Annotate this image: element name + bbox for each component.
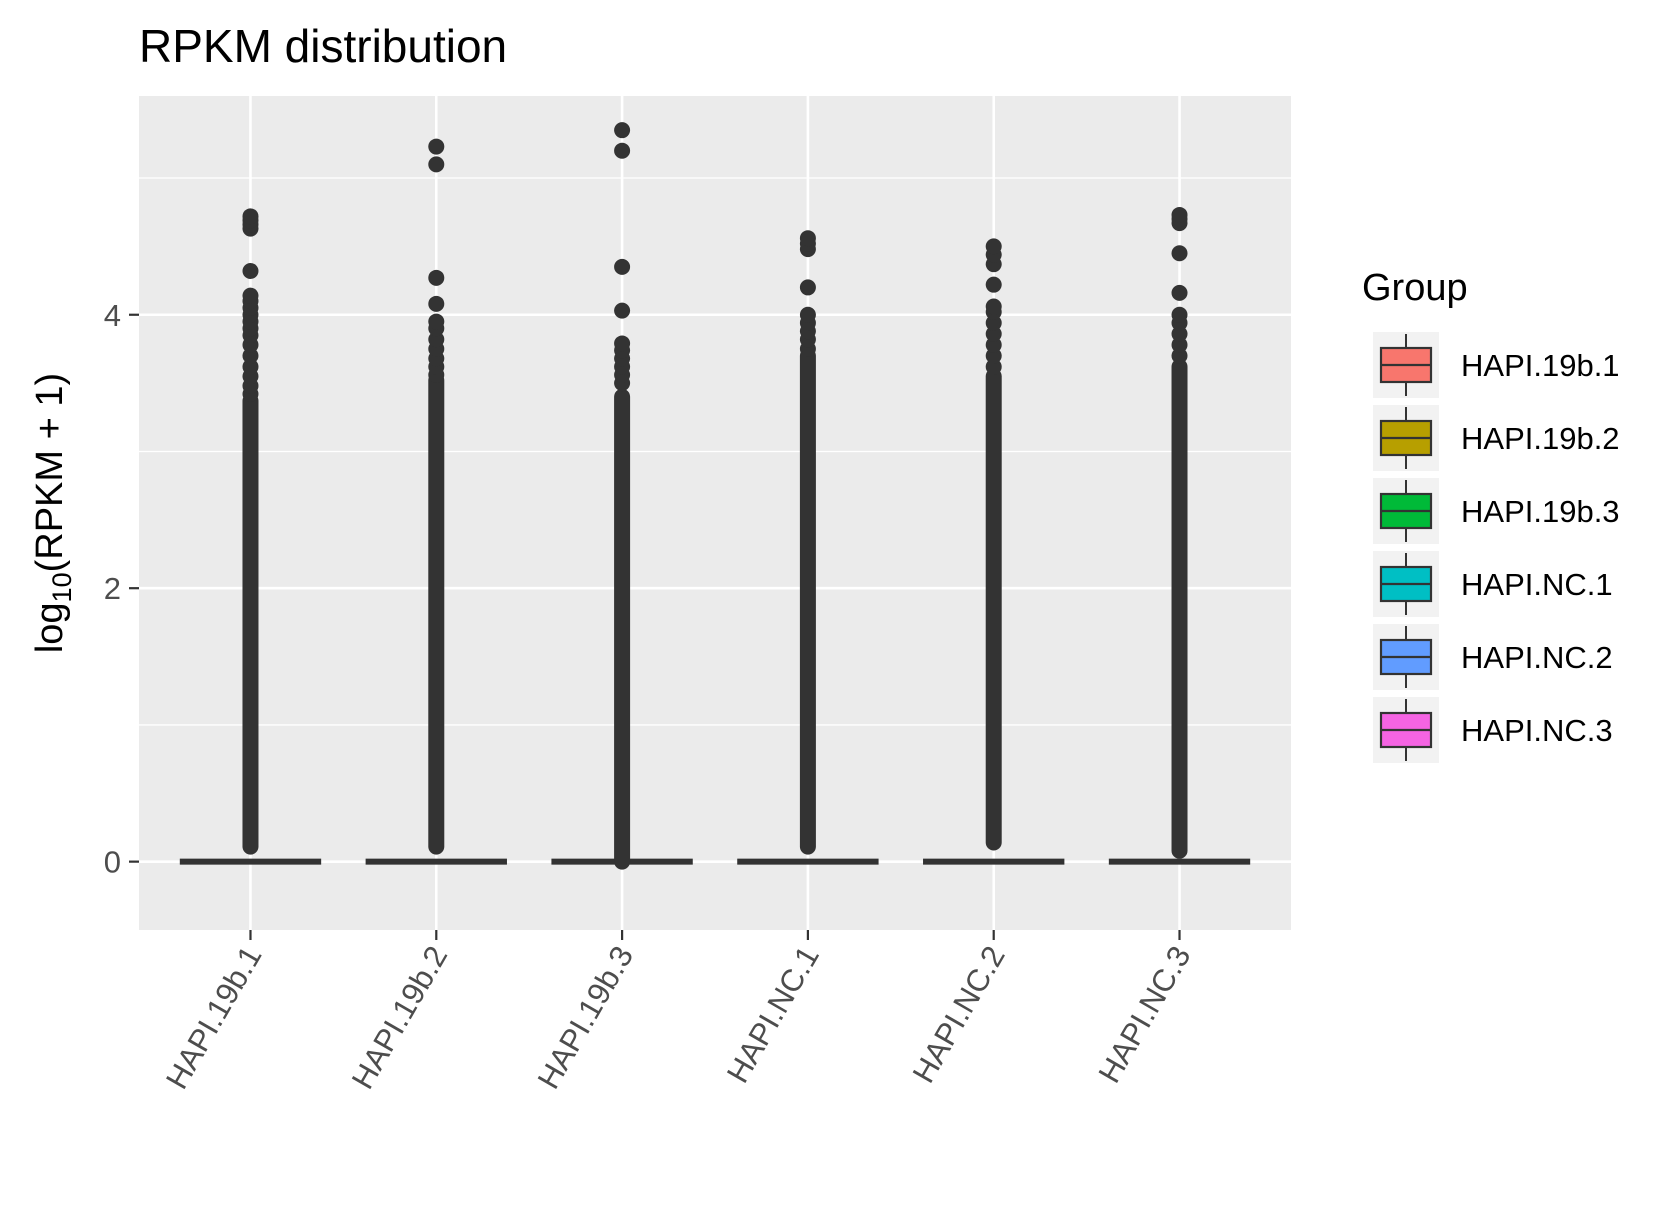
plot-panel	[139, 96, 1291, 930]
legend-label-4: HAPI.NC.2	[1461, 640, 1613, 675]
outlier-point-9	[1171, 206, 1188, 223]
legend-item-1: HAPI.19b.2	[1373, 405, 1620, 471]
outlier-point-6	[985, 298, 1002, 315]
legend-label-3: HAPI.NC.1	[1461, 567, 1613, 602]
outlier-band	[799, 347, 816, 855]
outlier-point-1	[985, 347, 1002, 364]
legend-label-0: HAPI.19b.1	[1461, 348, 1620, 383]
legend-title: Group	[1362, 267, 1468, 309]
outlier-point-9	[614, 122, 631, 139]
legend-label-2: HAPI.19b.3	[1461, 494, 1620, 529]
outlier-point-13	[242, 263, 259, 280]
x-tick-label-2: HAPI.19b.3	[531, 940, 641, 1095]
outlier-point-17	[242, 208, 259, 225]
y-axis-title-subscript: 10	[47, 572, 77, 602]
outlier-point-7	[614, 258, 631, 275]
outlier-point-8	[428, 269, 445, 286]
y-axis-title-text: log10(RPKM + 1)	[29, 373, 77, 653]
outlier-point-9	[428, 156, 445, 173]
outlier-point-6	[614, 302, 631, 319]
legend-label-1: HAPI.19b.2	[1461, 421, 1620, 456]
outlier-point-7	[428, 295, 445, 312]
outlier-point-4	[985, 314, 1002, 331]
outlier-band	[428, 372, 445, 855]
outlier-point-4	[242, 347, 259, 364]
y-axis-title-prefix: log	[29, 602, 71, 653]
x-tick-label-1: HAPI.19b.2	[345, 940, 455, 1095]
outlier-point-3	[242, 358, 259, 375]
box-group-4	[923, 238, 1065, 865]
outlier-point-4	[1171, 306, 1188, 323]
box-group-1	[365, 138, 507, 865]
outlier-band	[614, 388, 631, 870]
outlier-point-5	[614, 335, 631, 352]
outlier-band	[985, 368, 1002, 851]
y-tick-label-2: 4	[104, 298, 121, 333]
outlier-point-8	[799, 230, 816, 247]
legend-label-5: HAPI.NC.3	[1461, 713, 1613, 748]
outlier-point-4	[428, 331, 445, 348]
outlier-point-0	[1171, 347, 1188, 364]
box-group-3	[737, 230, 879, 865]
outlier-point-2	[985, 336, 1002, 353]
outlier-band	[1171, 358, 1188, 859]
chart-title: RPKM distribution	[139, 20, 507, 72]
outlier-point-5	[1171, 284, 1188, 301]
legend-item-2: HAPI.19b.3	[1373, 478, 1620, 544]
box-group-2	[551, 122, 693, 870]
y-tick-label-1: 2	[104, 571, 121, 606]
y-axis-title: log10(RPKM + 1)	[29, 373, 77, 653]
outlier-point-3	[985, 325, 1002, 342]
outlier-point-4	[799, 306, 816, 323]
x-tick-label-0: HAPI.19b.1	[159, 940, 269, 1095]
box-group-5	[1108, 206, 1251, 865]
legend-item-5: HAPI.NC.3	[1373, 697, 1613, 763]
outlier-point-6	[428, 313, 445, 330]
outlier-point-12	[242, 287, 259, 304]
legend-item-4: HAPI.NC.2	[1373, 624, 1613, 690]
box-layer	[179, 122, 1251, 870]
outlier-point-10	[428, 138, 445, 155]
legend-item-3: HAPI.NC.1	[1373, 551, 1613, 617]
box-group-0	[179, 208, 322, 865]
outlier-point-10	[985, 238, 1002, 255]
outlier-point-2	[1171, 325, 1188, 342]
outlier-point-5	[799, 279, 816, 296]
legend: HAPI.19b.1 HAPI.19b.2 HAPI.19b.3 HAPI.NC.1 H…	[1373, 332, 1620, 763]
x-tick-label-4: HAPI.NC.2	[906, 940, 1012, 1089]
y-tick-label-0: 0	[104, 845, 121, 880]
outlier-point-6	[1171, 245, 1188, 262]
outlier-band	[242, 392, 259, 855]
x-tick-label-5: HAPI.NC.3	[1091, 940, 1197, 1089]
legend-item-0: HAPI.19b.1	[1373, 332, 1620, 398]
outlier-point-1	[1171, 336, 1188, 353]
x-tick-label-3: HAPI.NC.1	[720, 940, 826, 1089]
outlier-point-8	[614, 142, 631, 159]
outlier-point-7	[985, 276, 1002, 293]
y-axis-title-suffix: (RPKM + 1)	[29, 373, 71, 573]
outlier-point-0	[985, 358, 1002, 375]
